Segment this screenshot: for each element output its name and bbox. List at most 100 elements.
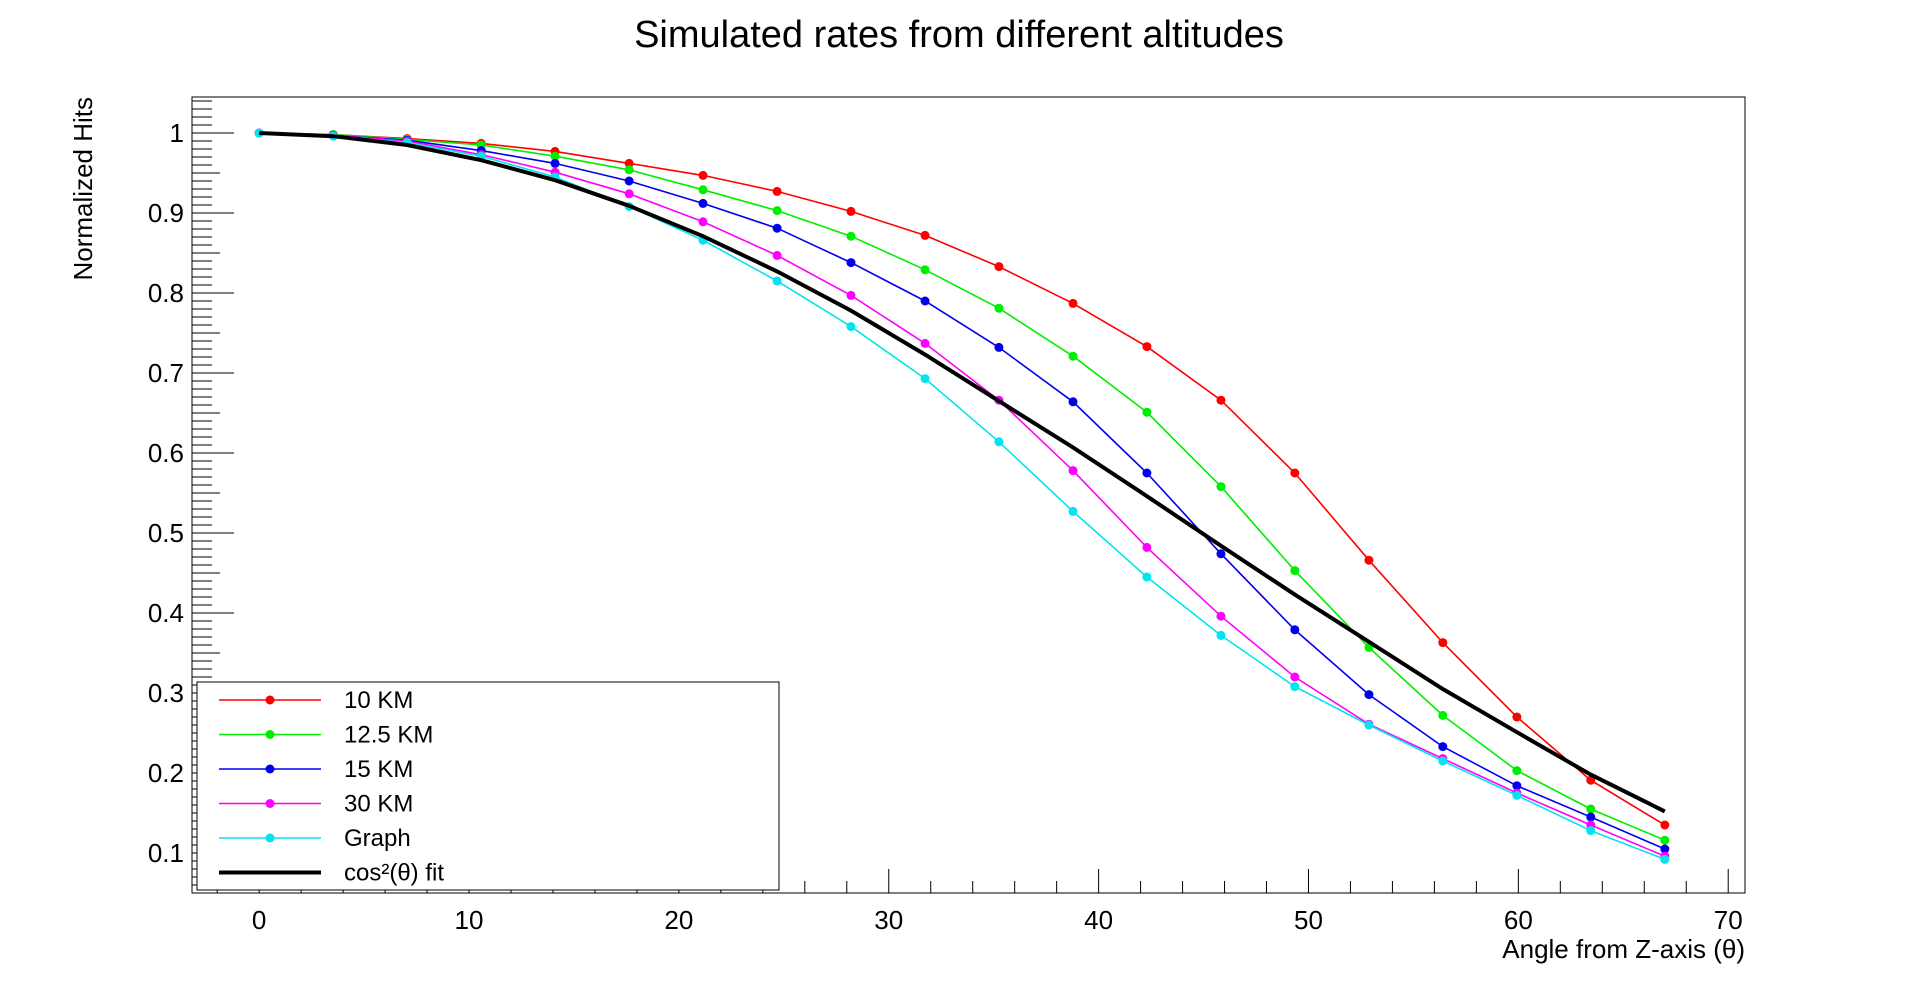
data-point bbox=[550, 158, 560, 168]
data-point bbox=[698, 217, 708, 227]
y-tick-label: 0.4 bbox=[148, 598, 184, 628]
data-point bbox=[1660, 844, 1670, 854]
y-tick-label: 0.3 bbox=[148, 678, 184, 708]
series-line bbox=[259, 132, 1666, 857]
legend-label: 15 KM bbox=[344, 756, 413, 783]
data-point bbox=[1512, 712, 1522, 722]
series-5 bbox=[259, 131, 1666, 814]
legend-item: 15 KM bbox=[219, 756, 413, 783]
legend-item: 12.5 KM bbox=[219, 722, 433, 749]
data-point bbox=[624, 165, 634, 175]
legend-label: 30 KM bbox=[344, 791, 413, 818]
legend-swatch-marker bbox=[265, 730, 275, 739]
data-point bbox=[846, 290, 856, 300]
y-tick-label: 0.1 bbox=[148, 838, 184, 868]
legend-item: cos²(θ) fit bbox=[219, 860, 444, 887]
data-point bbox=[698, 198, 708, 208]
y-tick-label: 0.5 bbox=[148, 518, 184, 548]
data-point bbox=[920, 230, 930, 240]
data-point bbox=[1216, 395, 1226, 405]
x-axis-title: Angle from Z-axis (θ) bbox=[1502, 934, 1745, 964]
series-line bbox=[259, 132, 1666, 861]
data-point bbox=[1660, 820, 1670, 830]
x-tick-label: 60 bbox=[1504, 905, 1533, 935]
data-point bbox=[1512, 781, 1522, 791]
legend-item: 30 KM bbox=[219, 791, 413, 818]
x-tick-label: 30 bbox=[874, 905, 903, 935]
x-tick-label: 70 bbox=[1714, 905, 1743, 935]
data-point bbox=[1142, 572, 1152, 582]
y-axis-title: Normalized Hits bbox=[68, 97, 98, 281]
data-point bbox=[698, 170, 708, 180]
x-tick-label: 10 bbox=[455, 905, 484, 935]
plot-frame bbox=[191, 96, 1746, 894]
data-point bbox=[920, 338, 930, 348]
data-point bbox=[1290, 672, 1300, 682]
data-point bbox=[1512, 790, 1522, 800]
x-tick-label: 20 bbox=[664, 905, 693, 935]
y-tick-label: 0.2 bbox=[148, 758, 184, 788]
legend-item: 10 KM bbox=[219, 687, 413, 714]
data-point bbox=[1438, 710, 1448, 720]
y-tick-label: 0.6 bbox=[148, 438, 184, 468]
y-tick-label: 1 bbox=[170, 118, 184, 148]
data-point bbox=[1290, 625, 1300, 635]
data-point bbox=[254, 128, 264, 138]
data-point bbox=[1364, 555, 1374, 565]
data-point bbox=[1142, 468, 1152, 478]
data-point bbox=[1290, 468, 1300, 478]
data-point bbox=[1068, 506, 1078, 516]
data-point bbox=[920, 374, 930, 384]
data-point bbox=[772, 223, 782, 233]
legend-label: 10 KM bbox=[344, 687, 413, 714]
data-point bbox=[772, 206, 782, 216]
data-point bbox=[1142, 542, 1152, 552]
data-point bbox=[1142, 342, 1152, 352]
x-tick-label: 40 bbox=[1084, 905, 1113, 935]
data-point bbox=[772, 250, 782, 260]
data-point bbox=[1290, 682, 1300, 692]
data-point bbox=[994, 342, 1004, 352]
data-point bbox=[1216, 482, 1226, 492]
data-point bbox=[846, 258, 856, 268]
legend-label: 12.5 KM bbox=[344, 722, 433, 749]
data-point bbox=[1438, 742, 1448, 752]
data-point bbox=[1586, 812, 1596, 822]
data-point bbox=[920, 296, 930, 306]
series-line bbox=[259, 132, 1666, 826]
legend-label: Graph bbox=[344, 825, 411, 852]
data-point bbox=[698, 185, 708, 195]
y-tick-label: 0.9 bbox=[148, 198, 184, 228]
data-point bbox=[1364, 720, 1374, 730]
x-tick-label: 0 bbox=[252, 905, 266, 935]
data-point bbox=[1364, 690, 1374, 700]
legend-box bbox=[196, 681, 780, 891]
fit-line bbox=[259, 131, 1666, 814]
legend-label: cos²(θ) fit bbox=[344, 860, 444, 887]
data-point bbox=[846, 206, 856, 216]
x-tick-label: 50 bbox=[1294, 905, 1323, 935]
data-point bbox=[1068, 298, 1078, 308]
data-point bbox=[846, 322, 856, 332]
data-point bbox=[1068, 397, 1078, 407]
data-point bbox=[772, 276, 782, 286]
data-point bbox=[624, 158, 634, 168]
data-point bbox=[624, 189, 634, 199]
data-point bbox=[1068, 466, 1078, 476]
data-point bbox=[1142, 407, 1152, 417]
data-point bbox=[550, 151, 560, 161]
data-point bbox=[846, 231, 856, 241]
data-point bbox=[1512, 766, 1522, 776]
data-point bbox=[994, 262, 1004, 272]
data-point bbox=[1660, 835, 1670, 845]
data-point bbox=[1068, 351, 1078, 361]
data-point bbox=[994, 303, 1004, 313]
data-point bbox=[994, 437, 1004, 447]
series-line bbox=[259, 132, 1666, 841]
legend: 10 KM 12.5 KM 15 KM 30 KM Graph cos²(θ) fit bbox=[196, 681, 780, 891]
data-point bbox=[1438, 756, 1448, 766]
data-point bbox=[1216, 611, 1226, 621]
data-point bbox=[624, 176, 634, 186]
